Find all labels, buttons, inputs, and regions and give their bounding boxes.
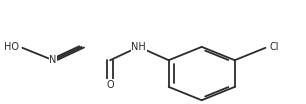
Text: O: O <box>106 80 114 90</box>
Text: NH: NH <box>131 42 146 52</box>
Text: N: N <box>49 55 57 65</box>
Text: Cl: Cl <box>269 42 279 52</box>
Text: HO: HO <box>4 42 19 52</box>
